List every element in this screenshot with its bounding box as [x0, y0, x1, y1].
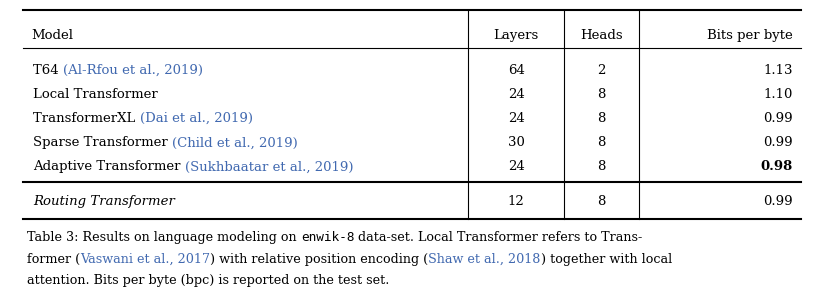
Text: 30: 30 — [508, 136, 525, 149]
Text: 8: 8 — [597, 195, 606, 208]
Text: 12: 12 — [508, 195, 525, 208]
Text: Bits per byte: Bits per byte — [707, 30, 793, 42]
Text: Adaptive Transformer: Adaptive Transformer — [33, 160, 185, 173]
Text: Sparse Transformer: Sparse Transformer — [33, 136, 172, 149]
Text: T64: T64 — [33, 64, 63, 77]
Text: Table 3: Results on language modeling on: Table 3: Results on language modeling on — [27, 231, 301, 244]
Text: Vaswani et al., 2017: Vaswani et al., 2017 — [80, 253, 210, 266]
Text: Shaw et al., 2018: Shaw et al., 2018 — [428, 253, 541, 266]
Text: 0.99: 0.99 — [763, 136, 793, 149]
Text: 1.10: 1.10 — [763, 88, 793, 101]
Text: 1.13: 1.13 — [763, 64, 793, 77]
Text: former (: former ( — [27, 253, 80, 266]
Text: 8: 8 — [597, 160, 606, 173]
Text: (Al-Rfou et al., 2019): (Al-Rfou et al., 2019) — [63, 64, 203, 77]
Text: ) with relative position encoding (: ) with relative position encoding ( — [210, 253, 428, 266]
Text: 0.99: 0.99 — [763, 112, 793, 125]
Text: Heads: Heads — [580, 30, 623, 42]
Text: TransformerXL: TransformerXL — [33, 112, 139, 125]
Text: attention. Bits per byte (bpc) is reported on the test set.: attention. Bits per byte (bpc) is report… — [27, 274, 390, 287]
Text: 8: 8 — [597, 136, 606, 149]
Text: 8: 8 — [597, 88, 606, 101]
Text: (Sukhbaatar et al., 2019): (Sukhbaatar et al., 2019) — [185, 160, 353, 173]
Text: 24: 24 — [508, 88, 525, 101]
Text: 2: 2 — [597, 64, 606, 77]
Text: (Child et al., 2019): (Child et al., 2019) — [172, 136, 297, 149]
Text: 8: 8 — [597, 112, 606, 125]
Text: Local Transformer: Local Transformer — [33, 88, 157, 101]
Text: Model: Model — [31, 30, 73, 42]
Text: 0.98: 0.98 — [761, 160, 793, 173]
Text: Routing Transformer: Routing Transformer — [33, 195, 175, 208]
Text: 0.99: 0.99 — [763, 195, 793, 208]
Text: enwik-8: enwik-8 — [301, 231, 354, 244]
Text: 24: 24 — [508, 112, 525, 125]
Text: Layers: Layers — [494, 30, 539, 42]
Text: (Dai et al., 2019): (Dai et al., 2019) — [139, 112, 253, 125]
Text: 64: 64 — [508, 64, 525, 77]
Text: data-set. Local Transformer refers to Trans-: data-set. Local Transformer refers to Tr… — [354, 231, 643, 244]
Text: 24: 24 — [508, 160, 525, 173]
Text: ) together with local: ) together with local — [541, 253, 672, 266]
